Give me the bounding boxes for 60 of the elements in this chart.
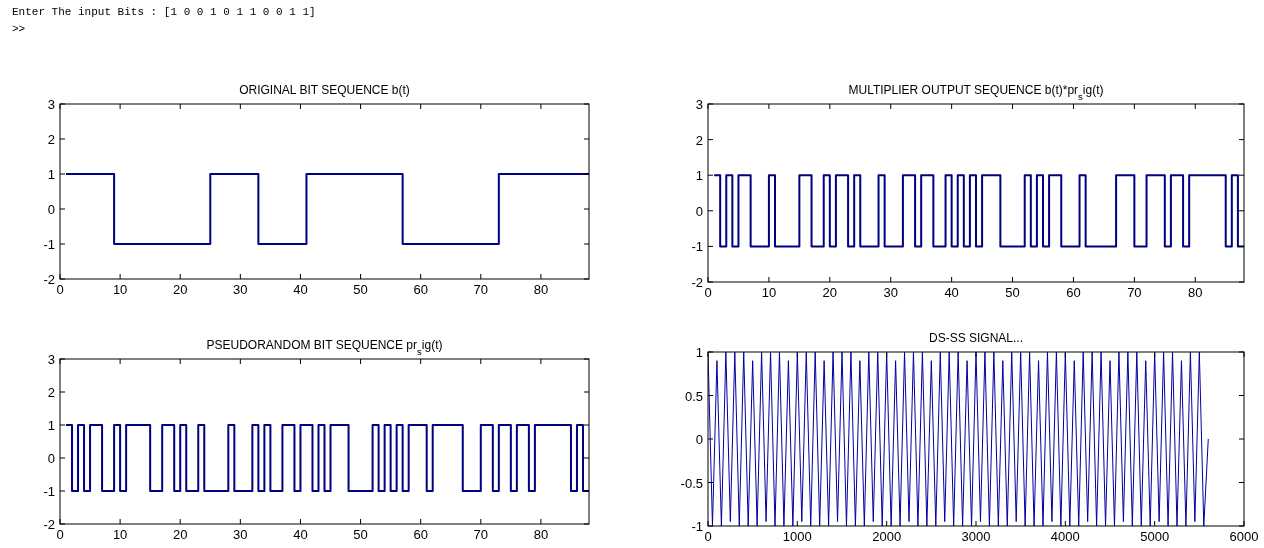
chart-title: PSEUDORANDOM BIT SEQUENCE pr$_{s}$ig(t) bbox=[206, 338, 443, 357]
y-tick-label: 1 bbox=[695, 345, 703, 360]
text: >> bbox=[12, 23, 26, 35]
x-tick-label: 5000 bbox=[1140, 529, 1170, 544]
y-tick-label: -2 bbox=[43, 517, 55, 532]
x-tick-label: 10 bbox=[112, 282, 128, 297]
x-tick-label: 20 bbox=[172, 282, 188, 297]
text: Enter The input Bits : [1 0 0 1 0 1 1 0 0 1 1] bbox=[12, 6, 316, 18]
x-tick-label: 40 bbox=[293, 527, 308, 542]
x-tick-label: 70 bbox=[473, 527, 489, 542]
y-tick-label: -1 bbox=[691, 519, 703, 534]
chart-title: ORIGINAL BIT SEQUENCE b(t) bbox=[239, 83, 410, 97]
y-tick-label: 3 bbox=[47, 97, 55, 112]
y-tick-label: 1 bbox=[695, 168, 703, 184]
y-tick-label: -2 bbox=[43, 272, 55, 287]
x-tick-label: 70 bbox=[1127, 285, 1142, 300]
line-series bbox=[708, 352, 1209, 526]
x-tick-label: 70 bbox=[473, 282, 489, 297]
x-tick-label: 20 bbox=[822, 285, 838, 300]
x-tick-label: 30 bbox=[233, 282, 248, 297]
y-tick-label: -1 bbox=[43, 237, 55, 252]
y-tick-label: 2 bbox=[695, 132, 703, 148]
x-tick-label: 20 bbox=[172, 527, 188, 542]
y-tick-label: 3 bbox=[47, 352, 55, 367]
y-tick-label: -2 bbox=[691, 275, 703, 290]
x-tick-label: 80 bbox=[1188, 285, 1203, 300]
x-tick-label: 2000 bbox=[872, 529, 902, 544]
y-tick-label: 2 bbox=[47, 132, 55, 147]
x-tick-label: 80 bbox=[533, 282, 549, 297]
x-tick-label: 30 bbox=[883, 285, 898, 300]
chart-title: MULTIPLIER OUTPUT SEQUENCE b(t)*pr$_{s}$ig(t) bbox=[848, 83, 1104, 102]
x-tick-label: 50 bbox=[1005, 285, 1020, 300]
y-tick-label: -1 bbox=[43, 484, 55, 499]
x-tick-label: 50 bbox=[353, 282, 368, 297]
y-tick-label: 0 bbox=[47, 451, 55, 466]
x-tick-label: 60 bbox=[413, 527, 428, 542]
x-tick-label: 10 bbox=[761, 285, 777, 300]
x-tick-label: 60 bbox=[1066, 285, 1081, 300]
x-tick-label: 1000 bbox=[782, 529, 812, 544]
y-tick-label: 0 bbox=[695, 203, 703, 219]
y-tick-label: 1 bbox=[47, 418, 55, 433]
y-tick-label: -0.5 bbox=[680, 475, 703, 491]
y-tick-label: 0 bbox=[695, 432, 703, 447]
y-tick-label: 0.5 bbox=[684, 388, 703, 404]
x-tick-label: 80 bbox=[533, 527, 549, 542]
x-tick-label: 6000 bbox=[1229, 529, 1259, 544]
x-tick-label: 4000 bbox=[1050, 529, 1080, 544]
x-tick-label: 30 bbox=[233, 527, 248, 542]
x-tick-label: 40 bbox=[293, 282, 308, 297]
x-tick-label: 60 bbox=[413, 282, 428, 297]
y-tick-label: 1 bbox=[47, 167, 55, 182]
y-tick-label: 0 bbox=[47, 202, 55, 217]
x-tick-label: 10 bbox=[112, 527, 128, 542]
y-tick-label: -1 bbox=[691, 239, 703, 255]
y-tick-label: 2 bbox=[47, 385, 55, 400]
y-tick-label: 3 bbox=[695, 97, 703, 112]
x-tick-label: 3000 bbox=[961, 529, 991, 544]
x-tick-label: 50 bbox=[353, 527, 368, 542]
x-tick-label: 40 bbox=[944, 285, 959, 300]
chart-title: DS-SS SIGNAL... bbox=[928, 331, 1024, 345]
